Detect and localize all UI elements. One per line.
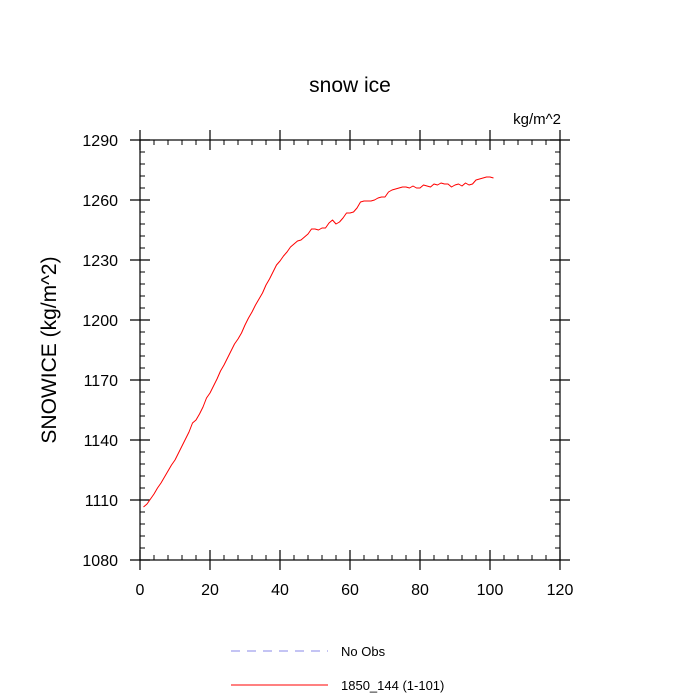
units-label: kg/m^2 <box>513 111 561 128</box>
y-tick-label: 1080 <box>82 553 118 570</box>
legend-label-no-obs: No Obs <box>341 644 386 659</box>
legend: No Obs 1850_144 (1-101) <box>231 644 444 693</box>
plot-frame <box>139 139 561 561</box>
y-tick-label: 1200 <box>82 313 118 330</box>
legend-label-series: 1850_144 (1-101) <box>341 678 444 693</box>
series-layer <box>143 176 494 508</box>
x-tick-label: 80 <box>411 582 429 599</box>
y-axis-label: SNOWICE (kg/m^2) <box>38 256 61 443</box>
y-tick-label: 1110 <box>85 493 118 510</box>
x-tick-label: 20 <box>201 582 219 599</box>
series-line <box>143 176 494 508</box>
x-tick-label: 40 <box>271 582 289 599</box>
y-tick-label: 1230 <box>82 253 118 270</box>
y-tick-label: 1290 <box>82 133 118 150</box>
x-tick-label: 120 <box>547 582 574 599</box>
axis-ticks <box>130 130 570 570</box>
x-tick-label: 60 <box>341 582 359 599</box>
x-tick-label: 100 <box>477 582 504 599</box>
chart-title: snow ice <box>309 74 391 97</box>
axis-tick-labels: 0 20 40 60 80 100 120 1080 1110 1140 1170 1200 1230 1… <box>82 133 573 599</box>
y-tick-label: 1140 <box>84 433 119 450</box>
y-tick-label: 1260 <box>82 193 118 210</box>
y-tick-label: 1170 <box>84 373 119 390</box>
x-tick-label: 0 <box>136 582 145 599</box>
